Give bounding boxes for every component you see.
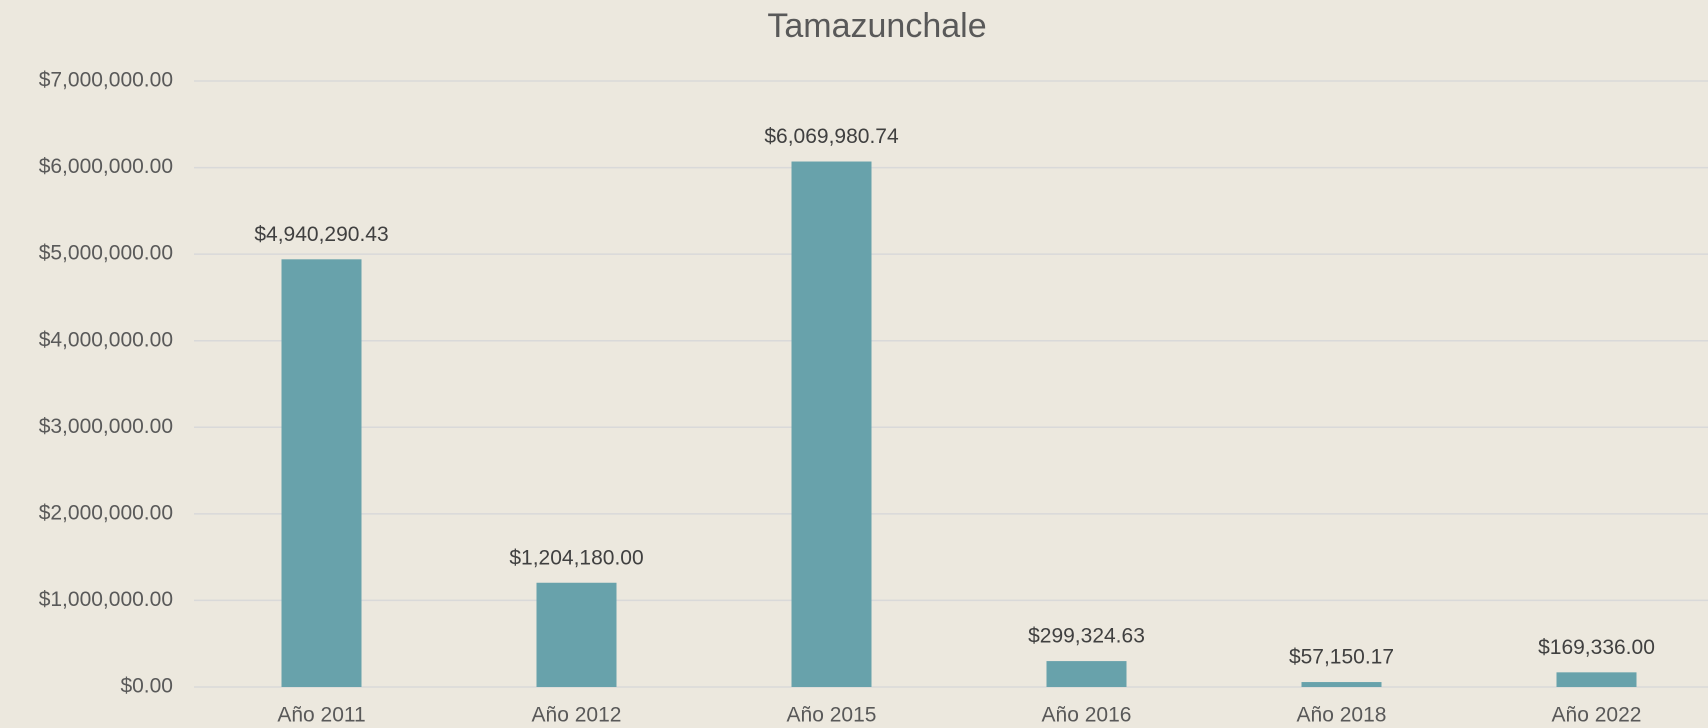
x-tick-label: Año 2016 bbox=[1042, 704, 1132, 727]
bar bbox=[1046, 661, 1127, 687]
x-tick-label: Año 2011 bbox=[277, 704, 365, 727]
bar bbox=[536, 582, 617, 687]
y-tick-label: $4,000,000.00 bbox=[39, 328, 173, 351]
x-tick-label: Año 2012 bbox=[532, 704, 622, 727]
chart-title: Tamazunchale bbox=[767, 7, 986, 45]
y-tick-label: $0.00 bbox=[120, 675, 173, 698]
x-tick-label: Año 2015 bbox=[787, 704, 877, 727]
data-label: $1,204,180.00 bbox=[509, 546, 643, 569]
data-label: $299,324.63 bbox=[1028, 625, 1145, 648]
y-tick-label: $6,000,000.00 bbox=[39, 155, 173, 178]
bar bbox=[791, 161, 872, 688]
data-label: $169,336.00 bbox=[1538, 636, 1655, 659]
bar bbox=[1301, 682, 1382, 687]
y-tick-label: $2,000,000.00 bbox=[39, 501, 173, 524]
x-tick-label: Año 2022 bbox=[1552, 704, 1642, 727]
y-tick-label: $3,000,000.00 bbox=[39, 415, 173, 438]
y-tick-label: $7,000,000.00 bbox=[39, 69, 173, 92]
y-tick-label: $1,000,000.00 bbox=[39, 588, 173, 611]
data-label: $57,150.17 bbox=[1289, 646, 1394, 669]
data-label: $6,069,980.74 bbox=[764, 125, 899, 148]
bar bbox=[281, 259, 362, 687]
y-tick-label: $5,000,000.00 bbox=[39, 242, 173, 265]
x-tick-label: Año 2018 bbox=[1297, 704, 1387, 727]
bar bbox=[1556, 672, 1637, 687]
data-label: $4,940,290.43 bbox=[254, 223, 388, 246]
